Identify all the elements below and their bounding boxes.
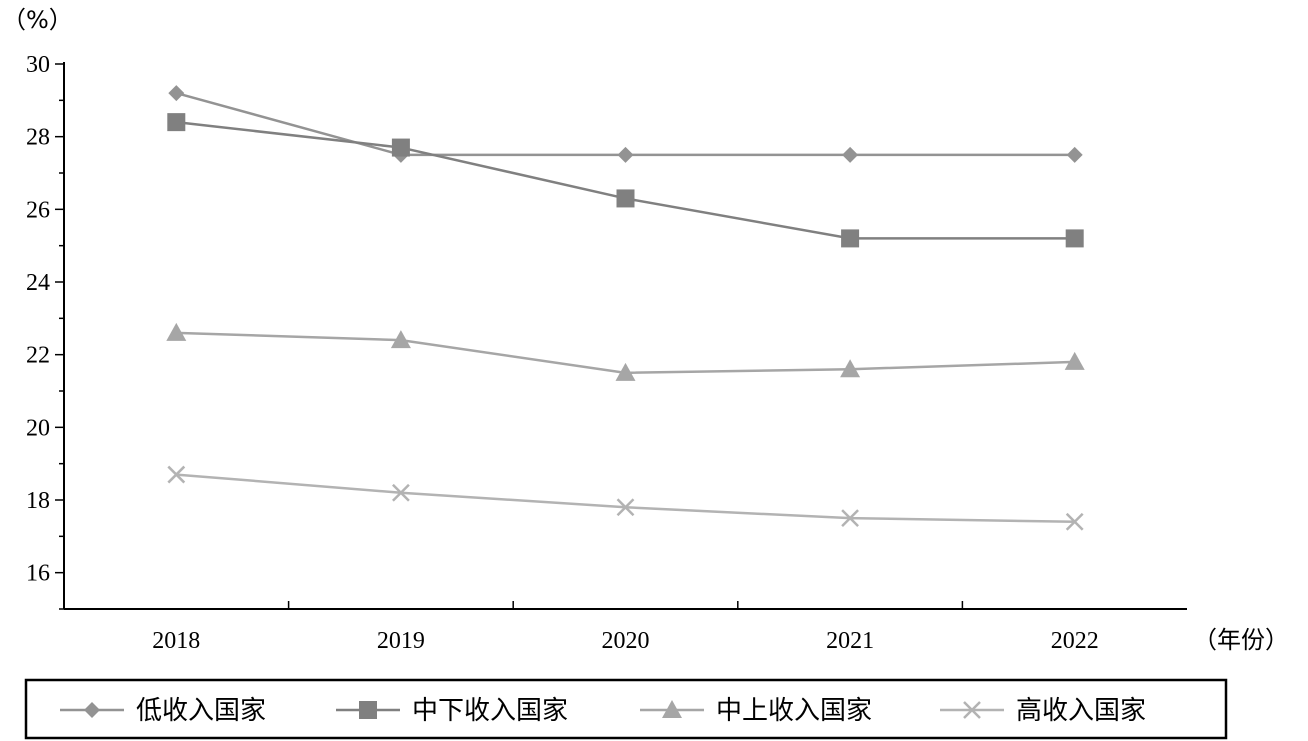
legend-label: 低收入国家 [136,696,266,726]
data-point [1065,512,1084,531]
x-tick-label: 2021 [826,628,874,654]
data-point [1064,351,1085,370]
x-tick-label: 2020 [602,628,650,654]
legend-label: 中下收入国家 [412,696,568,726]
x-tick-label: 2022 [1051,628,1099,654]
series-line [175,91,1075,157]
data-point [842,146,859,163]
x-tick-label: 2019 [377,628,425,654]
y-tick-label: 30 [26,52,50,78]
x-tick-label: 2018 [152,628,200,654]
series-layer [166,85,1085,531]
legend: 低收入国家 中下收入国家 中上收入国家 高收入国家 [24,678,1228,740]
data-point [166,322,187,341]
series-2 [167,113,1084,248]
data-point [840,359,861,378]
y-tick-label: 16 [26,561,50,587]
data-point [841,509,859,528]
y-axis-unit-label: （%） [2,6,73,34]
y-tick-label: 28 [26,125,50,151]
y-tick-label: 24 [26,270,50,296]
y-tick-label: 20 [26,415,50,441]
y-tick-label: 18 [26,488,50,514]
triangle-icon [662,700,682,718]
series-1 [168,85,1083,163]
data-point [1066,146,1083,163]
cross-icon [963,701,981,719]
data-point [167,113,186,132]
data-point [392,483,410,502]
legend-box [24,678,1228,740]
square-icon [359,701,377,719]
legend-label: 高收入国家 [1016,696,1146,726]
data-point [391,138,410,157]
data-point [168,85,185,102]
legend-item-4: 高收入国家 [940,696,1146,726]
legend-item-3: 中上收入国家 [640,696,872,726]
legend-item-1: 低收入国家 [60,696,266,726]
data-point [617,146,634,163]
data-point [616,189,635,208]
series-4 [167,465,1084,531]
legend-label: 中上收入国家 [716,696,872,726]
series-line [176,473,1075,524]
y-tick-label: 26 [26,197,50,223]
series-line [176,120,1075,240]
data-point [841,229,860,248]
legend-item-2: 中下收入国家 [336,696,568,726]
y-tick-label: 22 [26,343,50,369]
data-point [616,498,635,517]
diamond-icon [84,702,100,718]
series-3 [166,322,1085,381]
data-point [1065,229,1084,248]
data-point [390,330,411,349]
data-point [615,362,636,381]
data-point [167,465,186,484]
x-axis-unit-label: （年份） [1193,626,1289,654]
